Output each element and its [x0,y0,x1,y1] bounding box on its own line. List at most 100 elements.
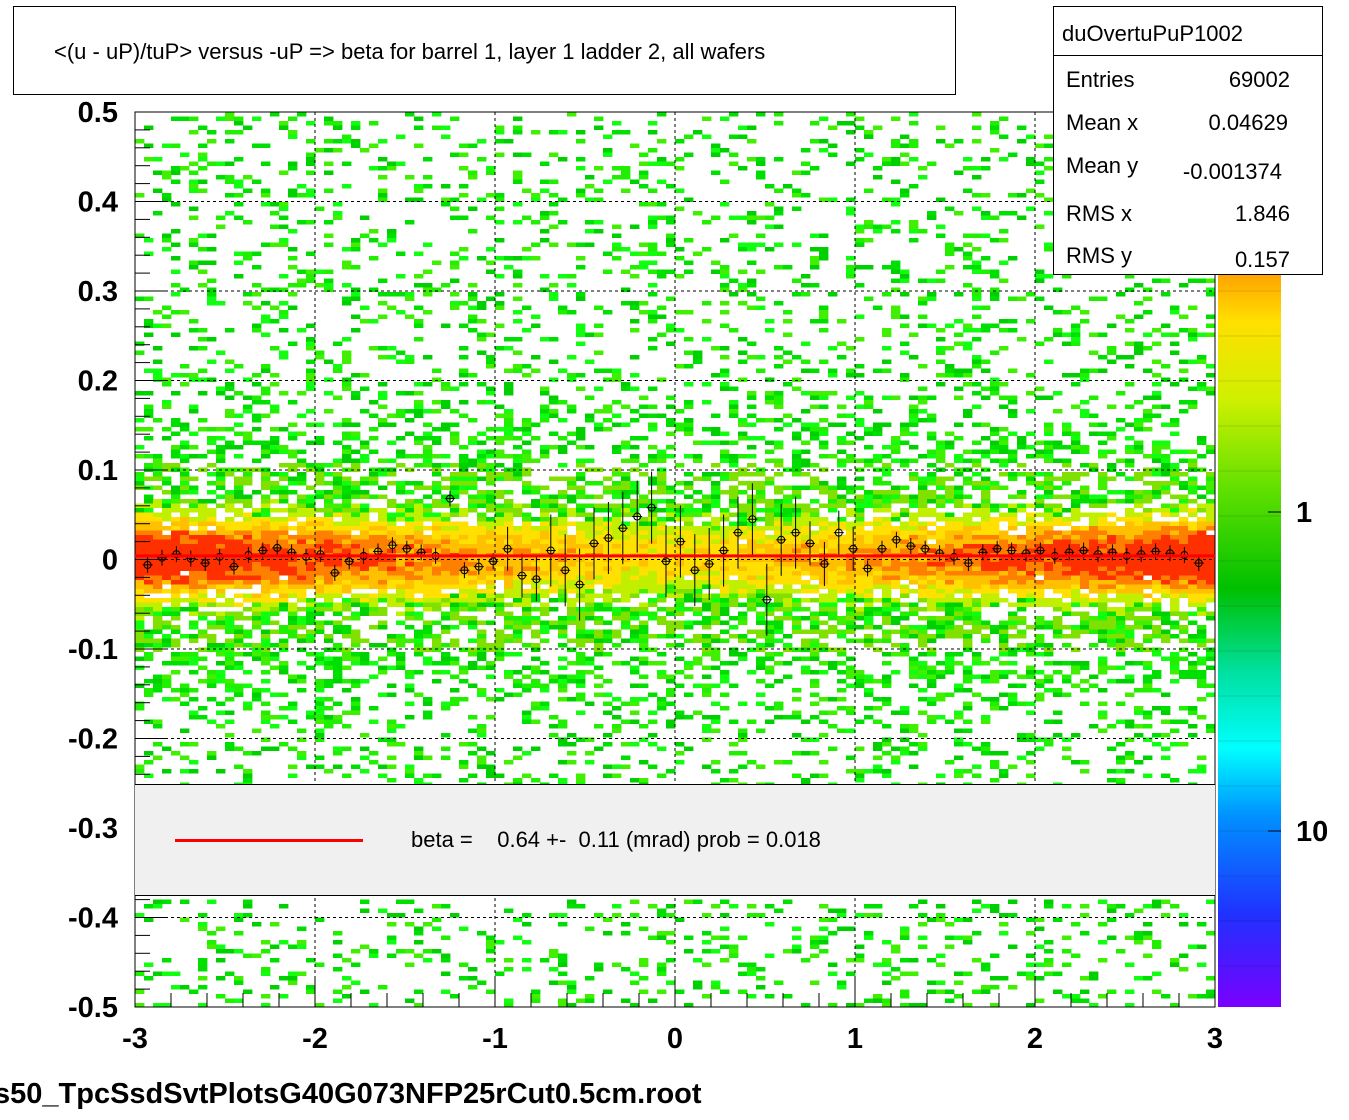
heatmap-cell [702,638,712,643]
heatmap-cell [639,976,649,981]
heatmap-cell [324,620,334,625]
heatmap-cell [531,571,541,576]
heatmap-cell [675,422,685,427]
heatmap-cell [432,544,442,549]
heatmap-cell [522,598,532,603]
heatmap-cell [495,557,505,562]
heatmap-cell [504,625,514,630]
heatmap-cell [396,611,406,616]
heatmap-cell [459,647,469,652]
heatmap-cell [801,580,811,585]
heatmap-cell [261,503,271,508]
heatmap-cell [441,755,451,760]
heatmap-cell [216,391,226,396]
heatmap-cell [144,404,154,409]
heatmap-cell [450,409,460,414]
heatmap-cell [567,476,577,481]
heatmap-cell [549,733,559,738]
heatmap-cell [837,413,847,418]
heatmap-cell [369,625,379,630]
heatmap-cell [702,692,712,697]
heatmap-cell [360,575,370,580]
heatmap-cell [621,589,631,594]
heatmap-cell [351,481,361,486]
heatmap-cell [144,512,154,517]
heatmap-cell [333,661,343,666]
heatmap-cell [333,544,343,549]
heatmap-cell [747,436,757,441]
heatmap-cell [765,683,775,688]
heatmap-cell [648,935,658,940]
heatmap-cell [198,508,208,513]
heatmap-cell [513,467,523,472]
heatmap-cell [387,472,397,477]
heatmap-cell [630,697,640,702]
heatmap-cell [459,247,469,252]
heatmap-cell [495,593,505,598]
heatmap-cell [225,998,235,1003]
heatmap-cell [342,625,352,630]
heatmap-cell [738,166,748,171]
heatmap-cell [657,670,667,675]
heatmap-cell [270,449,280,454]
heatmap-cell [324,512,334,517]
heatmap-cell [612,535,622,540]
heatmap-cell [207,278,217,283]
heatmap-cell [828,508,838,513]
heatmap-cell [144,157,154,162]
heatmap-cell [414,413,424,418]
heatmap-cell [216,679,226,684]
heatmap-cell [297,184,307,189]
heatmap-cell [711,260,721,265]
heatmap-cell [486,332,496,337]
heatmap-cell [243,670,253,675]
heatmap-cell [243,548,253,553]
heatmap-cell [765,638,775,643]
heatmap-cell [360,319,370,324]
heatmap-cell [747,557,757,562]
heatmap-cell [828,292,838,297]
heatmap-cell [342,508,352,513]
heatmap-cell [774,638,784,643]
heatmap-cell [414,535,424,540]
heatmap-cell [387,481,397,486]
heatmap-cell [648,575,658,580]
heatmap-cell [666,341,676,346]
heatmap-cell [702,634,712,639]
heatmap-cell [783,494,793,499]
heatmap-cell [819,760,829,765]
heatmap-cell [558,742,568,747]
heatmap-cell [666,566,676,571]
heatmap-cell [261,319,271,324]
heatmap-cell [306,517,316,522]
heatmap-cell [567,904,577,909]
heatmap-cell [810,512,820,517]
heatmap-cell [459,512,469,517]
heatmap-cell [621,598,631,603]
heatmap-cell [603,602,613,607]
heatmap-cell [459,742,469,747]
heatmap-cell [288,634,298,639]
heatmap-cell [495,571,505,576]
heatmap-cell [612,494,622,499]
heatmap-cell [450,539,460,544]
heatmap-cell [594,521,604,526]
heatmap-cell [270,346,280,351]
heatmap-cell [576,157,586,162]
heatmap-cell [243,440,253,445]
heatmap-cell [585,458,595,463]
heatmap-cell [612,166,622,171]
heatmap-cell [513,125,523,130]
heatmap-cell [441,701,451,706]
heatmap-cell [639,656,649,661]
heatmap-cell [846,566,856,571]
heatmap-cell [513,220,523,225]
heatmap-cell [855,958,865,963]
heatmap-cell [135,598,145,603]
heatmap-cell [450,481,460,486]
heatmap-cell [603,418,613,423]
heatmap-cell [351,571,361,576]
heatmap-cell [459,301,469,306]
heatmap-cell [729,616,739,621]
heatmap-cell [288,188,298,193]
